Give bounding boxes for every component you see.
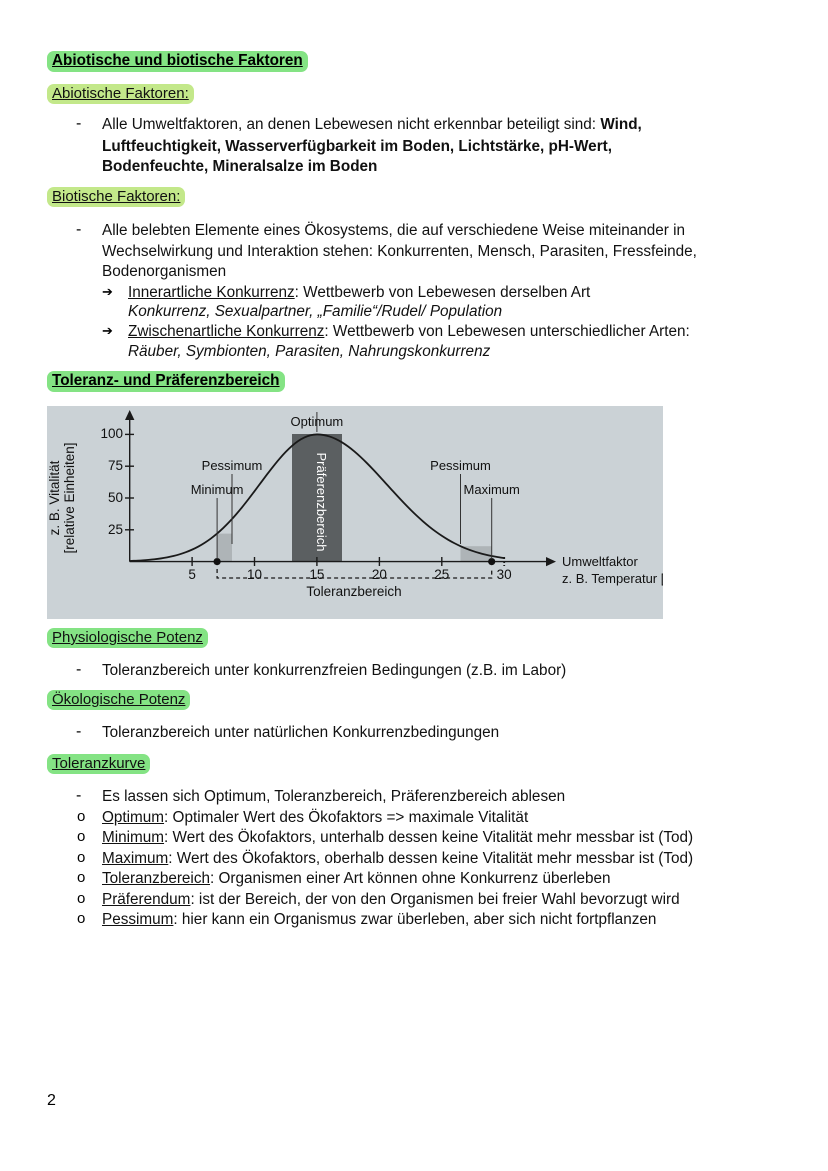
- svg-text:20: 20: [372, 567, 387, 582]
- svg-text:z. B. Temperatur [°C]: z. B. Temperatur [°C]: [562, 571, 663, 586]
- svg-text:Pessimum: Pessimum: [430, 458, 491, 473]
- svg-text:[relative Einheiten]: [relative Einheiten]: [62, 442, 77, 553]
- svg-text:Minimum: Minimum: [191, 482, 244, 497]
- svg-text:30: 30: [497, 567, 512, 582]
- svg-text:10: 10: [247, 567, 262, 582]
- svg-text:25: 25: [108, 522, 123, 537]
- svg-text:25: 25: [434, 567, 449, 582]
- svg-text:Maximum: Maximum: [464, 482, 520, 497]
- svg-text:50: 50: [108, 490, 123, 505]
- svg-text:5: 5: [188, 567, 196, 582]
- svg-text:z. B. Vitalität: z. B. Vitalität: [47, 460, 62, 535]
- svg-text:Toleranzbereich: Toleranzbereich: [306, 584, 401, 599]
- svg-text:Optimum: Optimum: [291, 414, 344, 429]
- svg-text:100: 100: [100, 426, 123, 441]
- svg-text:Präferenzbereich: Präferenzbereich: [314, 453, 329, 552]
- svg-text:15: 15: [309, 567, 324, 582]
- svg-text:Umweltfaktor: Umweltfaktor: [562, 554, 639, 569]
- svg-text:Pessimum: Pessimum: [202, 458, 263, 473]
- svg-text:75: 75: [108, 458, 123, 473]
